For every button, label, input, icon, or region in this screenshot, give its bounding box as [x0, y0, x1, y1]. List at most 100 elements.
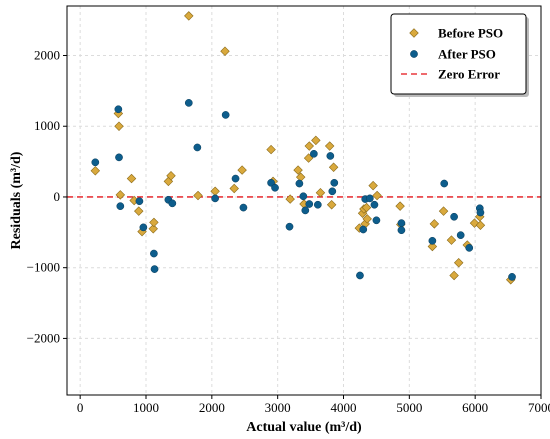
legend-marker-before-pso — [409, 28, 419, 38]
point-before-pso — [438, 206, 449, 216]
x-tick-label: 2000 — [199, 400, 225, 415]
point-after-pso — [372, 216, 381, 225]
x-tick-label: 3000 — [265, 400, 291, 415]
point-after-pso — [299, 192, 308, 201]
point-after-pso — [271, 183, 279, 192]
point-before-pso — [429, 219, 440, 229]
point-before-pso — [285, 194, 295, 204]
point-after-pso — [150, 249, 158, 258]
point-before-pso — [324, 141, 335, 151]
point-after-pso — [397, 226, 406, 235]
point-after-pso — [397, 219, 406, 227]
point-after-pso — [465, 244, 474, 252]
legend-label-zero-error: Zero Error — [438, 67, 500, 82]
point-before-pso — [362, 214, 372, 224]
x-axis-label: Actual value (m³/d) — [246, 420, 362, 435]
y-tick-label: −1000 — [27, 260, 60, 275]
x-axis-ticks: 0 1000 2000 3000 4000 5000 6000 7000 — [77, 395, 550, 415]
x-tick-label: 7000 — [528, 400, 550, 415]
x-tick-label: 0 — [77, 400, 84, 415]
point-after-pso — [301, 206, 310, 215]
point-after-pso — [231, 174, 240, 183]
point-after-pso — [313, 200, 322, 209]
series-before-pso — [90, 11, 516, 285]
point-before-pso — [126, 173, 137, 184]
point-after-pso — [356, 271, 364, 280]
x-tick-label: 1000 — [133, 400, 159, 415]
point-after-pso — [295, 179, 304, 188]
point-after-pso — [328, 187, 337, 196]
point-after-pso — [115, 153, 123, 162]
point-after-pso — [330, 178, 339, 187]
point-after-pso — [285, 222, 294, 231]
y-tick-label: 0 — [54, 189, 61, 204]
point-before-pso — [166, 171, 176, 181]
legend-marker-after-pso — [410, 50, 418, 58]
x-tick-label: 6000 — [462, 400, 488, 415]
point-after-pso — [239, 203, 248, 212]
point-before-pso — [293, 165, 303, 175]
point-before-pso — [237, 165, 247, 175]
point-after-pso — [450, 212, 458, 221]
point-before-pso — [184, 11, 194, 21]
point-after-pso — [456, 231, 465, 240]
point-before-pso — [90, 166, 101, 176]
point-after-pso — [135, 197, 144, 206]
point-after-pso — [428, 236, 437, 245]
point-after-pso — [508, 273, 516, 281]
point-after-pso — [310, 149, 318, 158]
point-before-pso — [361, 202, 372, 213]
x-tick-label: 4000 — [331, 400, 357, 415]
point-before-pso — [395, 201, 405, 211]
point-before-pso — [149, 217, 159, 228]
point-before-pso — [326, 200, 337, 210]
plot-frame — [66, 5, 542, 396]
point-before-pso — [372, 190, 382, 201]
point-before-pso — [446, 235, 457, 245]
point-before-pso — [311, 135, 321, 146]
point-before-pso — [469, 218, 480, 228]
legend: Before PSO After PSO Zero Error — [390, 13, 529, 97]
point-before-pso — [427, 241, 438, 252]
y-axis-ticks: −2000 −1000 0 1000 2000 — [27, 48, 67, 345]
point-after-pso — [150, 265, 159, 273]
point-before-pso — [304, 141, 314, 151]
point-after-pso — [91, 158, 100, 167]
point-after-pso — [193, 143, 202, 152]
point-after-pso — [365, 194, 374, 203]
y-tick-label: 1000 — [34, 118, 60, 133]
point-before-pso — [229, 183, 239, 194]
point-after-pso — [305, 200, 314, 208]
point-before-pso — [453, 258, 464, 268]
point-after-pso — [116, 202, 125, 211]
point-before-pso — [315, 187, 326, 198]
point-after-pso — [114, 105, 123, 114]
series-after-pso — [91, 99, 516, 281]
x-tick-label: 5000 — [396, 400, 422, 415]
y-axis-label: Residuals (m³/d) — [9, 151, 24, 249]
y-tick-label: 2000 — [34, 48, 60, 63]
point-before-pso — [114, 121, 124, 131]
point-after-pso — [370, 200, 379, 209]
point-after-pso — [184, 99, 193, 107]
point-before-pso — [266, 144, 276, 155]
point-after-pso — [440, 179, 449, 188]
legend-label-before-pso: Before PSO — [438, 26, 503, 41]
point-before-pso — [328, 162, 339, 172]
point-after-pso — [326, 152, 335, 160]
legend-label-after-pso: After PSO — [438, 47, 496, 62]
point-before-pso — [134, 206, 144, 216]
point-before-pso — [368, 180, 378, 191]
point-before-pso — [115, 190, 126, 200]
point-before-pso — [148, 224, 158, 234]
point-before-pso — [449, 270, 459, 281]
point-after-pso — [476, 208, 485, 217]
point-after-pso — [168, 199, 177, 208]
point-before-pso — [475, 220, 486, 230]
point-before-pso — [220, 46, 230, 56]
point-after-pso — [211, 194, 219, 203]
point-after-pso — [221, 111, 230, 119]
point-before-pso — [193, 190, 203, 201]
point-after-pso — [359, 225, 368, 234]
